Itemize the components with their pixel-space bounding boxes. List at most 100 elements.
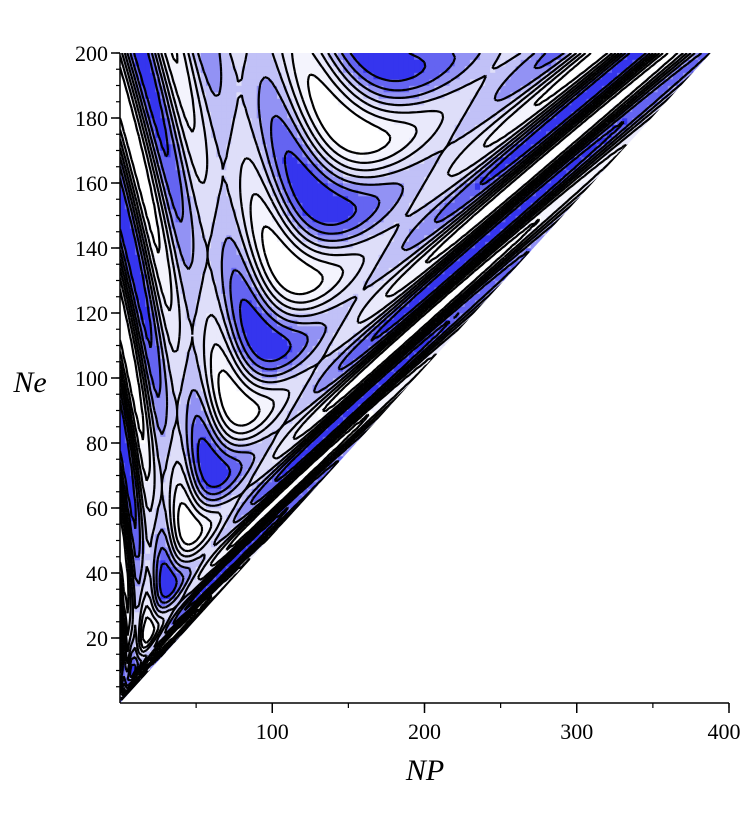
contour-cell (317, 364, 324, 372)
contour-cell (140, 488, 146, 496)
contour-cell (408, 280, 415, 288)
contour-cell (150, 364, 156, 372)
contour-cell (358, 325, 364, 333)
contour-cell (307, 176, 314, 184)
contour-cell (200, 566, 207, 574)
contour-cell (322, 117, 329, 125)
contour-cell (124, 364, 131, 372)
contour-cell (226, 221, 232, 229)
contour-cell (231, 137, 238, 145)
contour-cell (398, 143, 405, 151)
contour-cell (145, 293, 151, 301)
contour-cell (363, 306, 369, 314)
contour-cell (261, 351, 268, 359)
contour-cell (190, 208, 197, 216)
contour-cell (145, 611, 151, 619)
contour-cell (155, 377, 161, 385)
contour-cell (271, 169, 278, 177)
contour-cell (287, 286, 293, 294)
contour-cell (180, 299, 187, 307)
contour-cell (261, 442, 268, 450)
contour-cell (596, 182, 603, 190)
contour-cell (256, 195, 263, 203)
contour-cell (170, 189, 177, 197)
contour-cell (261, 195, 268, 203)
contour-cell (444, 215, 451, 223)
contour-cell (195, 202, 202, 210)
contour-cell (180, 475, 187, 483)
contour-cell (231, 449, 238, 457)
contour-cell (200, 520, 207, 528)
contour-cell (150, 507, 156, 515)
contour-cell (241, 117, 248, 125)
contour-cell (271, 208, 278, 216)
contour-cell (662, 117, 669, 125)
contour-cell (165, 462, 172, 470)
contour-cell (266, 345, 273, 353)
contour-cell (343, 189, 349, 197)
contour-cell (348, 221, 354, 229)
contour-cell (317, 267, 324, 275)
contour-cell (180, 423, 187, 431)
contour-cell (368, 130, 375, 138)
contour-cell (134, 267, 141, 275)
contour-cell (160, 150, 166, 158)
contour-cell (297, 189, 303, 197)
contour-cell (434, 364, 441, 372)
contour-cell (170, 280, 177, 288)
contour-cell (231, 442, 238, 450)
contour-cell (195, 410, 202, 418)
contour-cell (195, 267, 202, 275)
contour-cell (307, 241, 314, 249)
contour-cell (327, 234, 334, 242)
contour-cell (363, 208, 369, 216)
contour-cell (348, 403, 354, 411)
contour-cell (424, 228, 430, 236)
contour-cell (327, 267, 334, 275)
contour-cell (373, 182, 380, 190)
contour-cell (170, 403, 177, 411)
contour-cell (444, 267, 451, 275)
contour-cell (307, 416, 314, 424)
contour-cell (200, 299, 207, 307)
contour-cell (449, 117, 456, 125)
contour-cell (322, 143, 329, 151)
contour-cell (170, 254, 177, 262)
contour-cell (464, 156, 471, 164)
contour-cell (474, 267, 481, 275)
contour-cell (419, 163, 425, 171)
contour-cell (190, 624, 197, 632)
contour-cell (302, 377, 309, 385)
contour-cell (205, 351, 212, 359)
contour-cell (261, 208, 268, 216)
contour-cell (261, 423, 268, 431)
contour-cell (424, 163, 430, 171)
contour-cell (231, 150, 238, 158)
contour-cell (322, 150, 329, 158)
contour-cell (434, 208, 441, 216)
contour-cell (388, 156, 395, 164)
contour-cell (205, 280, 212, 288)
contour-cell (393, 208, 400, 216)
contour-cell (337, 280, 344, 288)
contour-cell (195, 481, 202, 489)
contour-cell (343, 306, 349, 314)
contour-cell (226, 507, 232, 515)
contour-cell (439, 137, 446, 145)
contour-cell (180, 247, 187, 255)
contour-cell (358, 286, 364, 294)
contour-cell (221, 189, 227, 197)
contour-cell (266, 234, 273, 242)
contour-cell (190, 481, 197, 489)
contour-cell (120, 442, 126, 450)
contour-cell (337, 163, 344, 171)
contour-cell (302, 403, 309, 411)
contour-cell (160, 455, 166, 463)
contour-cell (205, 273, 212, 281)
contour-cell (271, 267, 278, 275)
contour-cell (353, 156, 359, 164)
contour-cell (363, 143, 369, 151)
contour-cell (287, 423, 293, 431)
contour-cell (246, 436, 253, 444)
contour-cell (200, 559, 207, 567)
